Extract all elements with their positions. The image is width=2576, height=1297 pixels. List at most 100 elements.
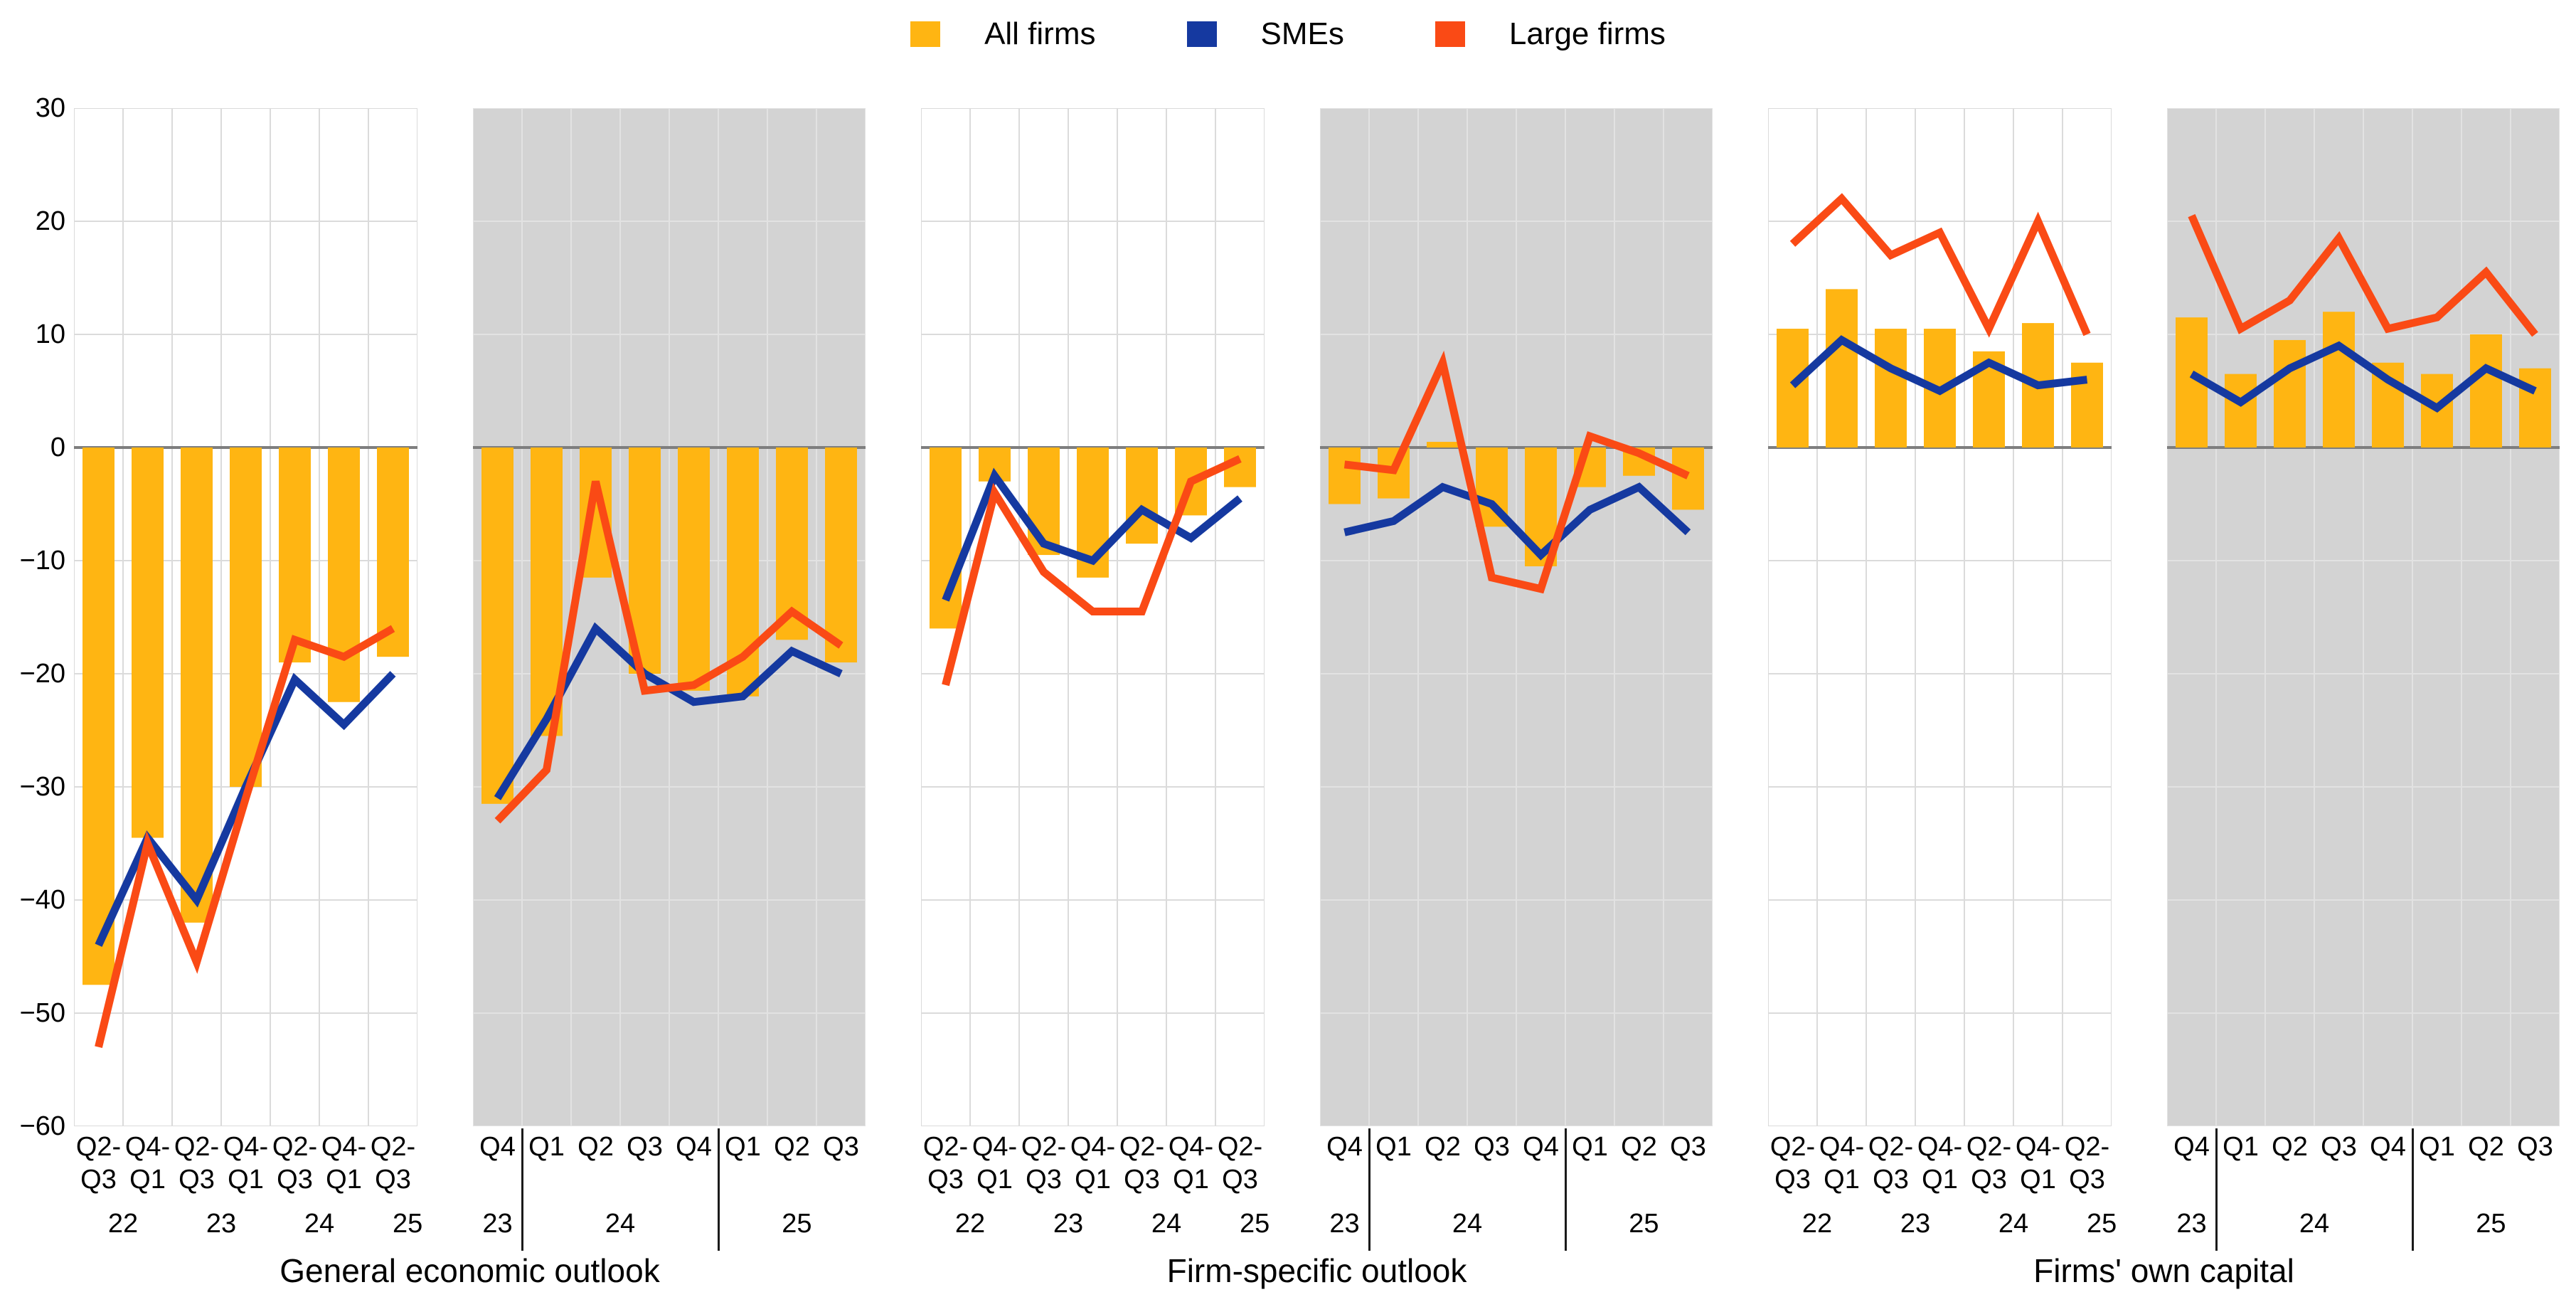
all-firms-bar [1126,448,1158,544]
year-label: 23 [2176,1209,2207,1239]
x-tick-label: Q2 [2468,1132,2504,1162]
all-firms-bar [1875,329,1907,448]
x-tick-label: Q3 [1670,1132,1706,1162]
x-tick-label: Q2- [370,1132,416,1162]
x-tick-label: Q3 [927,1165,964,1195]
y-axis-tick-label: −50 [19,998,65,1028]
x-tick-label: Q1 [725,1132,761,1162]
all-firms-bar [1777,329,1809,448]
x-tick-label: Q3 [823,1132,859,1162]
chart-panel-1: Q2- Q3 Q4- Q1 Q2- Q3 Q4- Q1 Q2- Q3 Q4- Q1 Q2- Q3 22 23 2… [74,0,422,1297]
year-label: 23 [206,1209,237,1239]
x-tick-label: Q2- [272,1132,318,1162]
all-firms-swatch-icon [910,21,941,47]
x-tick-label: Q1 [1375,1132,1412,1162]
y-axis-tick-label: −20 [19,659,65,689]
all-firms-bar [1672,448,1704,510]
x-tick-label: Q4 [676,1132,712,1162]
all-firms-bar [2470,334,2502,448]
large-firms-line [494,480,843,824]
x-tick-label: Q3 [1774,1165,1811,1195]
panel-plot [74,108,417,1126]
large-firms-line [2188,213,2538,337]
x-tick-label: Q3 [375,1165,411,1195]
x-tick-label: Q4 [2370,1132,2406,1162]
x-tick-label: Q2- [2064,1132,2110,1162]
smes-swatch-icon [1186,21,1217,47]
x-tick-label: Q1 [976,1165,1013,1195]
group-title: Firm-specific outlook [1166,1252,1467,1289]
year-label: 23 [1900,1209,1931,1239]
year-label: 24 [1998,1209,2029,1239]
x-tick-label: Q2- [1119,1132,1165,1162]
x-tick-label: Q1 [1173,1165,1209,1195]
y-axis-tick-label: −60 [19,1111,65,1141]
legend-label-all-firms: All firms [984,16,1096,51]
x-tick-label: Q4 [479,1132,516,1162]
x-tick-label: Q4- [2015,1132,2061,1162]
year-label: 25 [782,1209,812,1239]
x-tick-label: Q2 [1621,1132,1657,1162]
all-firms-bar [1427,442,1459,448]
x-tick-label: Q2- [75,1132,122,1162]
smes-line [1343,482,1691,561]
x-tick-label: Q1 [228,1165,264,1195]
x-tick-label: Q4- [321,1132,367,1162]
large-firms-swatch-icon [1435,21,1465,47]
x-tick-label: Q2- [1021,1132,1067,1162]
x-tick-label: Q4 [2173,1132,2210,1162]
x-tick-label: Q3 [80,1165,117,1195]
x-tick-label: Q1 [528,1132,565,1162]
x-tick-label: Q1 [326,1165,362,1195]
all-firms-bar [181,448,213,923]
year-separator [1368,1128,1371,1251]
x-tick-label: Q1 [2020,1165,2056,1195]
year-label: 24 [1151,1209,1182,1239]
all-firms-bar [83,448,115,985]
x-tick-label: Q3 [179,1165,215,1195]
year-separator [2412,1128,2414,1251]
legend-item-large-firms: Large firms [1435,18,1666,50]
all-firms-bar [279,448,311,663]
group-title: General economic outlook [280,1252,660,1289]
year-separator [521,1128,523,1251]
x-tick-label: Q3 [1124,1165,1160,1195]
year-label: 25 [393,1209,423,1239]
year-label: 25 [1240,1209,1270,1239]
all-firms-bar [930,448,962,629]
smes-line [2189,341,2537,413]
legend-label-smes: SMEs [1260,16,1344,51]
chart-legend: All firms SMEs Large firms [0,18,2576,50]
x-tick-label: Q2- [1966,1132,2012,1162]
year-label: 24 [605,1209,636,1239]
y-axis-tick-label: −10 [19,546,65,576]
year-label: 23 [1329,1209,1360,1239]
x-tick-label: Q3 [277,1165,313,1195]
panel-plot [1320,108,1713,1126]
legend-label-large-firms: Large firms [1508,16,1666,51]
x-tick-label: Q1 [1922,1165,1958,1195]
x-tick-label: Q4 [1326,1132,1363,1162]
year-separator [1565,1128,1567,1251]
x-tick-label: Q2- [1868,1132,1914,1162]
year-label: 25 [2087,1209,2117,1239]
x-tick-label: Q1 [2419,1132,2455,1162]
panel-plot [473,108,866,1126]
smes-line [942,467,1242,602]
all-firms-bar [230,448,262,787]
all-firms-bar [2225,374,2257,448]
large-firms-line [1789,193,2091,338]
panel-plot [1768,108,2112,1126]
x-tick-label: Q3 [1971,1165,2007,1195]
all-firms-bar [328,448,360,702]
all-firms-bar [2323,312,2355,448]
x-tick-label: Q4- [972,1132,1018,1162]
year-label: 24 [2299,1209,2330,1239]
all-firms-bar [2519,368,2551,448]
large-firms-line [1343,350,1690,594]
x-tick-label: Q1 [2223,1132,2259,1162]
panel-plot [921,108,1265,1126]
x-tick-label: Q2- [1769,1132,1816,1162]
all-firms-bar [377,448,409,657]
all-firms-bar [481,448,513,804]
